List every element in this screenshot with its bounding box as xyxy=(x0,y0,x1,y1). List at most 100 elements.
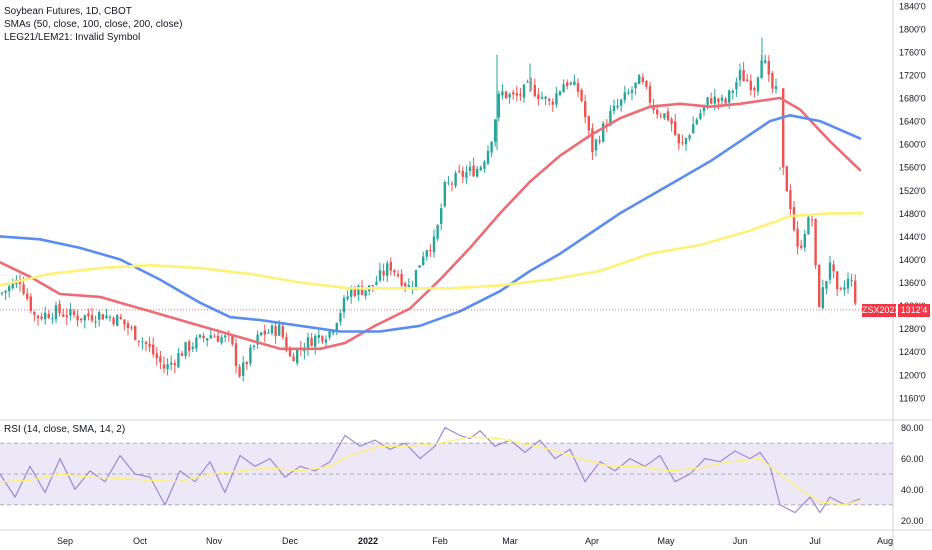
candle xyxy=(152,337,155,358)
candle-body xyxy=(80,318,83,321)
legend-smas[interactable]: SMAs (50, close, 100, close, 200, close) xyxy=(4,19,183,30)
candle xyxy=(83,314,86,329)
candle-body xyxy=(771,73,774,89)
candle xyxy=(198,334,202,339)
time-tick-label: Nov xyxy=(206,536,223,546)
candle-body xyxy=(490,141,493,153)
candle-body xyxy=(108,317,112,319)
candle-body xyxy=(638,75,641,85)
candle xyxy=(645,80,648,90)
candle-body xyxy=(504,91,508,99)
candle-body xyxy=(828,262,832,280)
candle xyxy=(472,157,475,178)
candle-body xyxy=(695,119,698,125)
candle xyxy=(746,74,749,82)
candle xyxy=(321,335,324,345)
candle xyxy=(580,88,583,103)
candle xyxy=(180,350,184,357)
candle xyxy=(58,300,61,317)
candle-body xyxy=(54,305,58,320)
candle xyxy=(533,78,536,98)
candle xyxy=(612,99,616,115)
legend-spread[interactable]: LEG21/LEM21: Invalid Symbol xyxy=(4,32,141,43)
candle-body xyxy=(101,314,104,320)
candle-body xyxy=(69,308,72,316)
candle-body xyxy=(418,265,421,268)
candle-body xyxy=(566,82,569,87)
candle xyxy=(616,98,619,110)
candle xyxy=(476,165,479,178)
candle-body xyxy=(346,296,349,300)
candle xyxy=(569,81,572,86)
candle-body xyxy=(141,341,144,343)
candle-body xyxy=(274,326,277,337)
candle-body xyxy=(555,93,558,105)
time-tick-label: Apr xyxy=(585,536,599,546)
sma-line-sma-50 xyxy=(0,96,862,351)
candle-body xyxy=(753,87,756,91)
candle xyxy=(324,335,328,347)
candle xyxy=(854,274,857,306)
candle-body xyxy=(188,341,191,351)
legend-rsi[interactable]: RSI (14, close, SMA, 14, 2) xyxy=(4,424,126,435)
candle xyxy=(699,108,702,121)
candle-body xyxy=(130,327,133,329)
candle-body xyxy=(220,337,223,343)
candle xyxy=(65,308,68,326)
candle xyxy=(134,325,137,341)
candle xyxy=(94,315,97,328)
candle xyxy=(692,116,695,134)
candle-body xyxy=(533,84,536,97)
candle-body xyxy=(263,330,266,335)
price-tick-label: 1760'0 xyxy=(899,47,926,57)
price-tick-label: 1440'0 xyxy=(899,232,926,242)
candle xyxy=(818,264,821,308)
candle-body xyxy=(573,81,576,85)
candle-body xyxy=(87,313,90,317)
candle-body xyxy=(594,139,598,151)
candle-body xyxy=(454,173,457,186)
candle xyxy=(566,79,569,90)
candle-body xyxy=(242,362,245,376)
candle-body xyxy=(630,90,634,93)
candle-body xyxy=(137,340,140,342)
candle-body xyxy=(832,264,835,272)
time-tick-label: Dec xyxy=(282,536,299,546)
candle xyxy=(141,337,144,350)
candle-body xyxy=(720,97,724,101)
candle-body xyxy=(458,170,461,172)
candle-body xyxy=(756,77,760,92)
candle xyxy=(432,229,436,258)
candle xyxy=(803,229,806,252)
candle xyxy=(407,278,410,288)
candle-body xyxy=(353,289,356,296)
candle xyxy=(306,332,310,356)
candle-body xyxy=(389,261,392,271)
candle xyxy=(789,184,792,215)
candle xyxy=(774,78,778,94)
candle-body xyxy=(472,165,475,177)
candle xyxy=(72,308,76,318)
candle-body xyxy=(47,314,50,319)
candle-body xyxy=(850,280,853,282)
candle xyxy=(292,352,295,362)
candle xyxy=(670,116,673,132)
candle-body xyxy=(587,116,590,131)
candle-body xyxy=(670,119,673,124)
candle xyxy=(494,118,497,147)
candle-body xyxy=(580,89,583,101)
candle-body xyxy=(119,317,122,320)
rsi-tick-label: 20.00 xyxy=(901,516,924,526)
legend-symbol[interactable]: Soybean Futures, 1D, CBOT xyxy=(4,6,132,17)
candle-body xyxy=(260,332,263,336)
price-tick-label: 1280'0 xyxy=(899,324,926,334)
candle-body xyxy=(134,325,137,340)
candle xyxy=(735,77,738,97)
candle-body xyxy=(731,90,734,93)
candle-body xyxy=(404,283,407,287)
candle xyxy=(90,307,94,323)
candle xyxy=(386,260,389,283)
candle xyxy=(522,83,526,103)
candle-body xyxy=(191,347,194,349)
